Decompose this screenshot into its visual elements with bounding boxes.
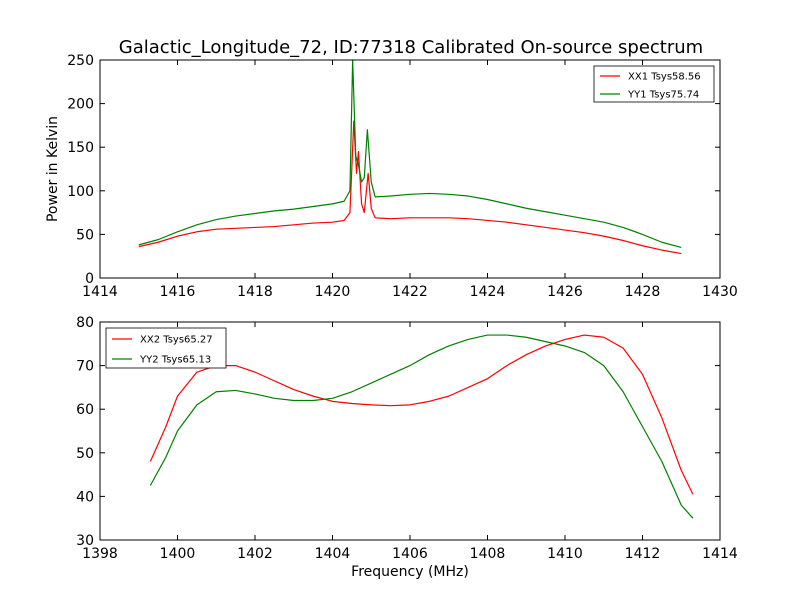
x-tick-label: 1418: [237, 284, 273, 300]
y-axis-label: Power in Kelvin: [45, 116, 61, 222]
x-tick-label: 1410: [547, 546, 583, 562]
chart-2: 1398 1400 1402 1404 1406 1408 1410 1412 1414 30 40…: [76, 315, 738, 580]
x-tick-label: 1424: [470, 284, 506, 300]
chart-1: 1414 1416 1418 1420 1422 1424 1426 1428 1430 0 50 1…: [45, 53, 738, 300]
y-tick-label: 30: [76, 533, 94, 549]
x-tick-label: 1414: [82, 284, 118, 300]
y-tick-label: 80: [76, 315, 94, 331]
legend-box: [593, 65, 715, 103]
x-tick-label: 1430: [702, 284, 738, 300]
y-tick-label: 50: [76, 227, 94, 243]
y-tick-label: 70: [76, 359, 94, 375]
x-tick-label: 1398: [82, 546, 118, 562]
series-line-1: [149, 334, 694, 495]
legend-label: YY2 Tsys65.13: [139, 355, 211, 366]
legend: XX2 Tsys65.27 YY2 Tsys65.13: [105, 327, 227, 369]
legend: XX1 Tsys58.56 YY1 Tsys75.74: [593, 65, 715, 103]
x-tick-label: 1404: [315, 546, 351, 562]
y-tick-label: 200: [67, 97, 94, 113]
y-tick-label: 250: [67, 53, 94, 69]
y-tick-label: 100: [67, 184, 94, 200]
x-tick-label: 1414: [702, 546, 738, 562]
x-tick-label: 1402: [237, 546, 273, 562]
y-tick-label: 40: [76, 489, 94, 505]
y-tick-label: 150: [67, 140, 94, 156]
legend-label: XX1 Tsys58.56: [628, 72, 701, 83]
x-tick-label: 1406: [392, 546, 428, 562]
x-tick-label: 1416: [160, 284, 196, 300]
x-tick-label: 1400: [160, 546, 196, 562]
legend-label: YY1 Tsys75.74: [627, 90, 699, 101]
series-line-1: [138, 120, 682, 255]
y-tick-label: 50: [76, 446, 94, 462]
x-tick-label: 1426: [547, 284, 583, 300]
x-tick-label: 1420: [315, 284, 351, 300]
y-tick-label: 0: [85, 271, 94, 287]
x-tick-label: 1408: [470, 546, 506, 562]
x-tick-label: 1428: [625, 284, 661, 300]
series-line-2: [149, 334, 694, 519]
legend-box: [105, 327, 227, 369]
x-axis-label: Frequency (MHz): [351, 564, 469, 580]
figure-title: Galactic_Longitude_72, ID:77318 Calibrat…: [119, 37, 703, 58]
x-tick-label: 1422: [392, 284, 428, 300]
y-tick-label: 60: [76, 402, 94, 418]
series-line-2: [138, 59, 682, 249]
x-tick-label: 1412: [625, 546, 661, 562]
legend-label: XX2 Tsys65.27: [140, 335, 213, 346]
